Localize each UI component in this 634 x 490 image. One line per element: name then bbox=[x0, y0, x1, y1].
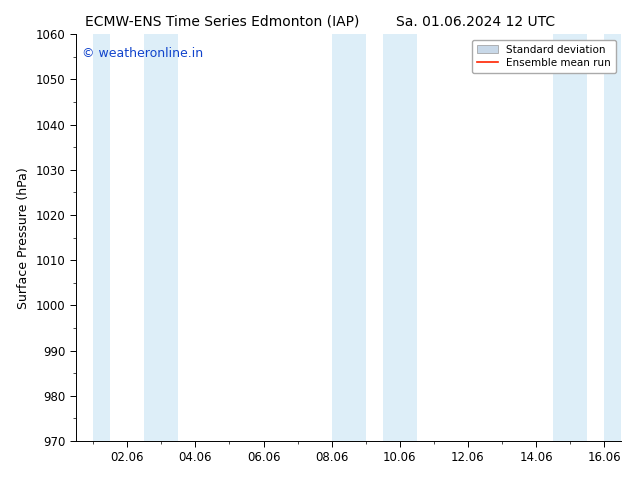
Bar bbox=[332, 34, 366, 441]
Text: © weatheronline.in: © weatheronline.in bbox=[82, 47, 203, 59]
Bar bbox=[383, 34, 417, 441]
Bar bbox=[93, 34, 110, 441]
Text: ECMW-ENS Time Series Edmonton (IAP): ECMW-ENS Time Series Edmonton (IAP) bbox=[85, 15, 359, 29]
Y-axis label: Surface Pressure (hPa): Surface Pressure (hPa) bbox=[17, 167, 30, 309]
Bar bbox=[553, 34, 587, 441]
Text: Sa. 01.06.2024 12 UTC: Sa. 01.06.2024 12 UTC bbox=[396, 15, 555, 29]
Bar bbox=[604, 34, 634, 441]
Legend: Standard deviation, Ensemble mean run: Standard deviation, Ensemble mean run bbox=[472, 40, 616, 73]
Bar bbox=[144, 34, 178, 441]
